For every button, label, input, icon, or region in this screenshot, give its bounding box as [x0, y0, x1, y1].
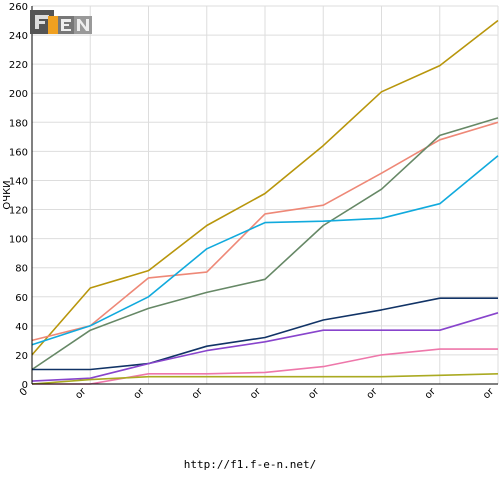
series-lines	[31, 19, 499, 385]
y-tick-label: 0	[22, 380, 28, 391]
x-tick-label: or	[73, 386, 89, 402]
series-line-1	[31, 19, 499, 356]
series-line-4	[31, 155, 499, 346]
y-tick-label: 40	[15, 322, 28, 333]
x-tick-label: or	[365, 386, 381, 402]
x-tick-label: or	[481, 386, 497, 402]
series-line-5	[32, 297, 498, 371]
y-tick-label: 80	[15, 264, 28, 275]
y-tick-label: 220	[9, 60, 28, 71]
y-tick-label: 260	[9, 2, 28, 13]
y-tick-label: 240	[9, 31, 28, 42]
x-tick-label: 0	[18, 386, 30, 398]
x-tick-label: or	[190, 386, 206, 402]
series-line-6	[31, 312, 499, 382]
series-line-2	[31, 121, 499, 342]
x-tick-label: or	[423, 386, 439, 402]
f1en-logo	[30, 10, 92, 34]
series-line-7	[32, 348, 498, 385]
x-tick-label: or	[248, 386, 264, 402]
y-axis-title: ОЧКИ	[2, 180, 13, 209]
y-tick-label: 60	[15, 293, 28, 304]
y-axis-ticks: 0 20 40 60 80 100 120 140 160 180 200 220 240 260	[9, 2, 28, 391]
series-line-3	[31, 117, 499, 371]
y-tick-label: 120	[9, 206, 28, 217]
x-tick-label: or	[306, 386, 322, 402]
y-tick-label: 180	[9, 118, 28, 129]
y-tick-label: 160	[9, 147, 28, 158]
x-axis-ticks: 0 or or or or or or or or	[18, 386, 497, 402]
y-tick-label: 200	[9, 89, 28, 100]
x-tick-label: or	[132, 386, 148, 402]
footer-url[interactable]: http://f1.f-e-n.net/	[183, 458, 317, 471]
series-line-8	[31, 373, 499, 385]
y-tick-label: 20	[15, 351, 28, 362]
grid-lines	[32, 5, 499, 385]
y-tick-label: 140	[9, 176, 28, 187]
y-tick-label: 100	[9, 235, 28, 246]
